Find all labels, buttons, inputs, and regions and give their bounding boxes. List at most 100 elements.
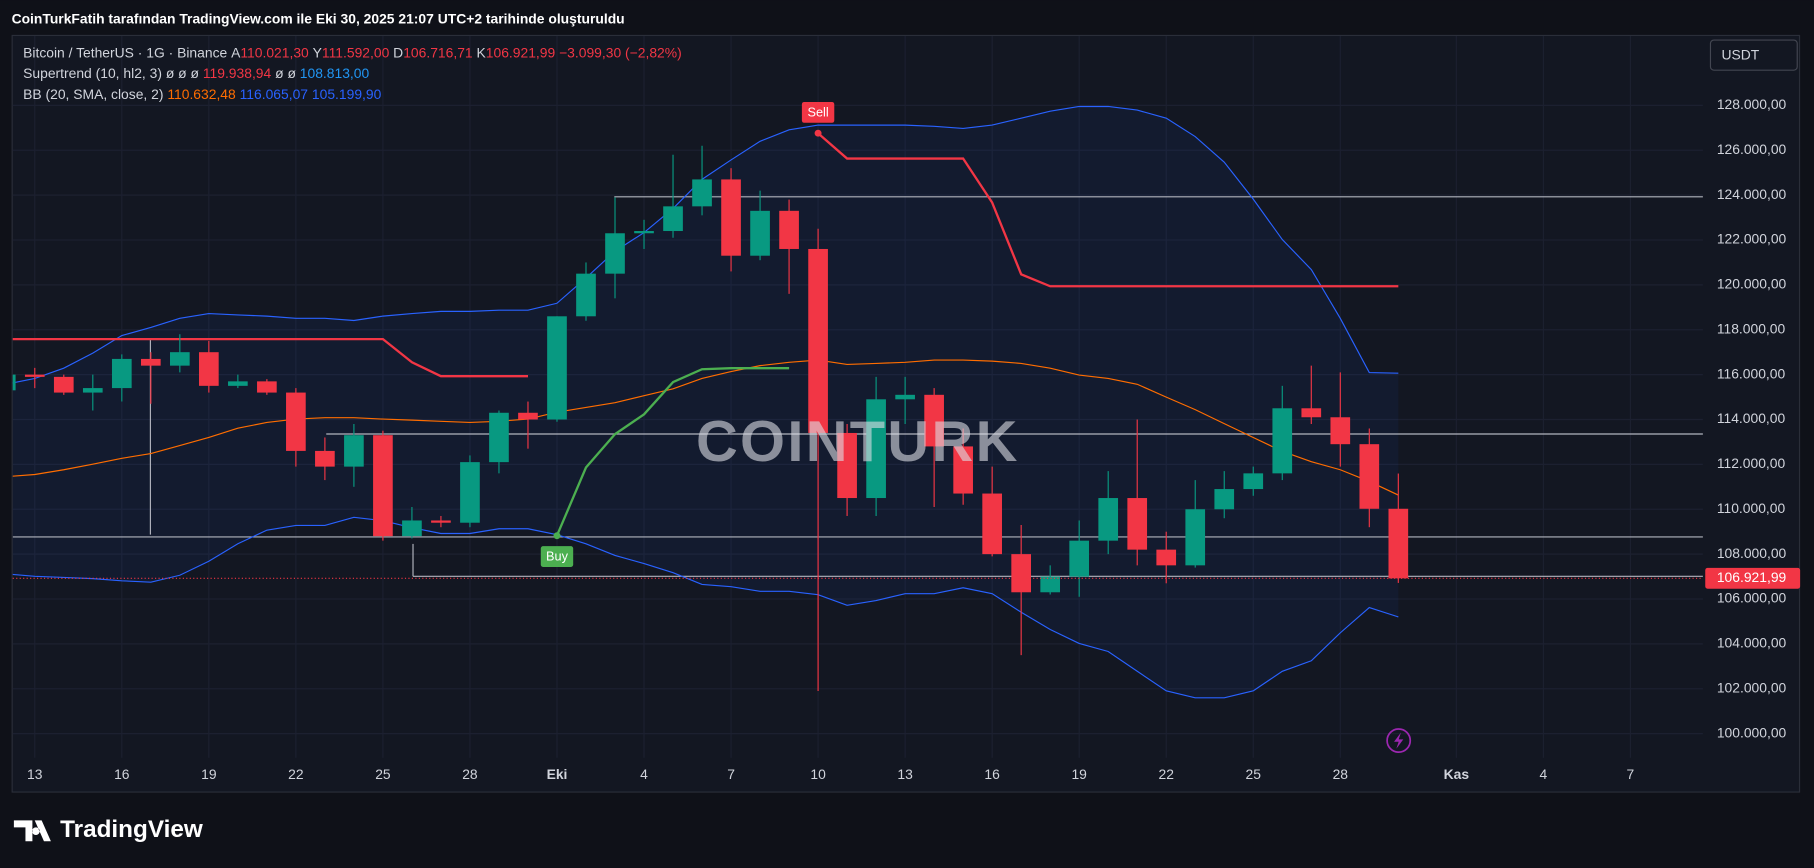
y-tick-label: 112.000,00 [1717, 455, 1786, 471]
y-tick-label: 100.000,00 [1717, 724, 1787, 740]
overlay-layer: Buy Sell COINTURK [12, 101, 1703, 579]
bb-basis-line [12, 359, 1399, 496]
candle-body [895, 394, 915, 400]
header-title: CoinTurkFatih tarafından TradingView.com… [12, 11, 625, 27]
supertrend-down-line [12, 132, 1399, 378]
x-tick-label: 28 [1333, 766, 1349, 782]
currency-box[interactable] [1709, 39, 1798, 71]
last-price-tag [1705, 567, 1801, 589]
candle-body [982, 493, 1002, 555]
candle-body [1098, 498, 1119, 541]
bb-label: BB (20, SMA, close, 2) [23, 86, 163, 102]
candle-body [634, 231, 654, 234]
change-value: −3.099,30 (−2,82%) [559, 44, 682, 60]
y-tick-label: 126.000,00 [1717, 141, 1787, 157]
candle-body [518, 412, 538, 420]
candle-body [53, 376, 74, 393]
supertrend-label: Supertrend (10, hl2, 3) [23, 65, 162, 81]
close-label: K [477, 44, 487, 60]
candle-body [460, 462, 480, 523]
x-tick-label: 25 [375, 766, 391, 782]
close-value: 106.921,99 [486, 44, 556, 60]
candle-body [24, 374, 45, 377]
y-tick-label: 110.000,00 [1717, 500, 1786, 516]
high-label: Y [313, 44, 322, 60]
bb-upper-value: 116.065,07 [240, 86, 309, 102]
candle-body [1214, 489, 1235, 510]
y-tick-label: 122.000,00 [1717, 231, 1787, 247]
x-tick-label: Kas [1444, 766, 1470, 782]
candle-body [286, 392, 306, 451]
candle-body [402, 520, 422, 537]
x-tick-label: 4 [1540, 766, 1548, 782]
low-value: 106.716,71 [403, 44, 473, 60]
candle-body [315, 450, 335, 467]
symbol: Bitcoin / TetherUS · 1G · Binance [23, 44, 227, 60]
candle-body [866, 399, 886, 499]
candle-body [1011, 554, 1032, 593]
candle-body [1272, 408, 1293, 474]
chart-panel [11, 34, 1801, 793]
candle-body [1388, 508, 1409, 579]
candle-layer [12, 145, 1409, 691]
candle-body [605, 233, 625, 274]
buy-label: Buy [546, 548, 569, 563]
alert-icon[interactable] [1386, 728, 1412, 754]
y-tick-label: 104.000,00 [1717, 635, 1787, 651]
y-tick-label: 124.000,00 [1717, 186, 1787, 202]
watermark: COINTURK [696, 410, 1020, 474]
buy-dot [553, 532, 561, 540]
y-tick-label: 102.000,00 [1717, 679, 1787, 695]
x-tick-label: 22 [288, 766, 304, 782]
candle-body [140, 358, 161, 366]
band-fill [12, 106, 1399, 698]
x-tick-label: 28 [462, 766, 478, 782]
candle-body [1185, 509, 1206, 566]
candle-body [692, 179, 712, 207]
x-tick-label: 4 [640, 766, 648, 782]
x-tick-label: 19 [201, 766, 217, 782]
candle-body [750, 210, 770, 256]
x-tick-label: Eki [547, 766, 568, 782]
candle-body [199, 352, 219, 386]
high-value: 111.592,00 [322, 44, 390, 60]
y-tick-label: 114.000,00 [1717, 410, 1786, 426]
candle-body [1359, 444, 1380, 509]
candle-body [663, 206, 683, 232]
candle-body [169, 352, 190, 366]
supertrend-up-line [555, 367, 790, 537]
legend-line: Bitcoin / TetherUS · 1G · Binance A110.0… [23, 44, 682, 60]
candle-body [1156, 549, 1177, 566]
brand-logo [13, 820, 51, 842]
x-tick-label: 13 [27, 766, 43, 782]
currency[interactable]: USDT [1721, 46, 1759, 62]
x-tick-label: 7 [1627, 766, 1635, 782]
candle-body [953, 446, 973, 494]
legend-line: Supertrend (10, hl2, 3) ø ø ø 119.938,94… [23, 65, 369, 81]
x-tick-label: 16 [984, 766, 1000, 782]
candle-body [489, 412, 509, 463]
alert-icon-bolt [1394, 732, 1404, 749]
candle-body [576, 273, 596, 317]
band-layer [12, 106, 1399, 698]
placeholder: ø ø ø [166, 65, 200, 81]
indicator-layer [12, 105, 1399, 699]
y-tick-label: 120.000,00 [1717, 276, 1787, 292]
candle-body [924, 394, 944, 447]
bb-lower-value: 105.199,90 [312, 86, 382, 102]
y-tick-label: 106.000,00 [1717, 590, 1787, 606]
x-tick-label: 13 [897, 766, 913, 782]
y-tick-label: 128.000,00 [1717, 96, 1787, 112]
candle-body [808, 248, 828, 433]
bb-lower-line [12, 516, 1399, 699]
x-tick-label: 19 [1071, 766, 1087, 782]
bb-basis-value: 110.632,48 [167, 86, 236, 102]
candle-body [721, 179, 741, 256]
sell-badge [801, 101, 835, 123]
candle-body [779, 210, 799, 249]
last-price-label: 106.921,99 [1717, 569, 1787, 585]
y-tick-label: 116.000,00 [1717, 365, 1786, 381]
placeholder: ø ø [275, 65, 296, 81]
x-tick-label: 7 [727, 766, 735, 782]
